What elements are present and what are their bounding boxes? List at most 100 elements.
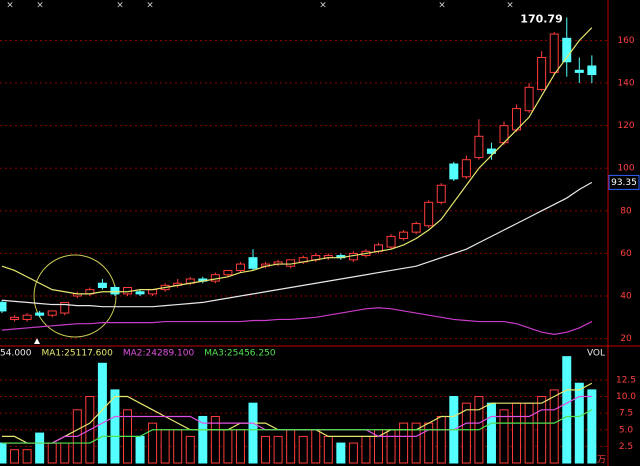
volume-bar [273, 435, 283, 464]
y-tick-label: 100 [617, 164, 634, 174]
marker-triangle [34, 338, 40, 344]
volume-bar [486, 402, 496, 464]
price-ma-line [1, 181, 593, 308]
volume-title: VOL [587, 349, 605, 359]
candle-body [110, 287, 120, 295]
candle-body [47, 310, 57, 316]
candle-body [574, 69, 584, 73]
candle-body [411, 223, 421, 233]
event-marker: × [116, 1, 124, 11]
candle-body [562, 37, 572, 63]
volume-bar [436, 415, 446, 464]
y-tick-label: 2.5 [619, 442, 633, 452]
volume-bar [223, 429, 233, 464]
candle-body [549, 33, 559, 73]
value-tag-text: 93.35 [611, 178, 637, 188]
volume-bar [537, 396, 547, 464]
candle-body [22, 314, 32, 320]
volume-bar [210, 415, 220, 464]
volume-bar [574, 382, 584, 464]
peak-label: 170.79 [520, 12, 562, 25]
candle-body [386, 235, 396, 248]
volume-bar [198, 415, 208, 464]
volume-bar [148, 422, 158, 464]
volume-bar [524, 402, 534, 464]
candle-body [97, 282, 107, 289]
candle-body [35, 312, 45, 316]
y-tick-label: 160 [617, 36, 634, 46]
volume-bar [336, 442, 346, 464]
volume-bar [22, 449, 32, 464]
value-tag [608, 174, 640, 190]
candle-body [449, 163, 459, 180]
candle-body [135, 291, 145, 295]
candle-body [436, 184, 446, 203]
volume-header: MA2:24289.100 [123, 349, 195, 359]
volume-bar [35, 432, 45, 464]
candle-body [248, 257, 258, 269]
volume-bar [185, 435, 195, 464]
volume-bar [173, 429, 183, 464]
candle-body [424, 201, 434, 227]
volume-ma-line [2, 409, 593, 444]
event-marker: × [36, 1, 44, 11]
volume-bar [286, 429, 296, 464]
candle-body [474, 135, 484, 159]
volume-bar [348, 442, 358, 464]
volume-bar [0, 442, 7, 464]
event-marker: × [146, 1, 154, 11]
event-marker: × [506, 1, 514, 11]
event-marker: × [319, 1, 327, 11]
y-tick-label: 120 [617, 121, 634, 131]
volume-bar [512, 402, 522, 464]
volume-header: 54.000 [0, 349, 32, 359]
volume-bar [461, 402, 471, 464]
volume-header: MA1:25117.600 [42, 349, 114, 359]
event-marker: × [438, 1, 446, 11]
volume-bar [499, 409, 509, 464]
volume-bar [562, 356, 572, 464]
volume-bar [110, 389, 120, 464]
event-marker: × [6, 1, 14, 11]
volume-bar [323, 435, 333, 464]
volume-bar [386, 429, 396, 464]
candle-body [60, 301, 70, 314]
volume-header: MA3:25456.250 [204, 349, 276, 359]
volume-bar [10, 449, 20, 464]
volume-unit: 万 [597, 456, 606, 466]
y-tick-label: 40 [620, 292, 632, 302]
volume-bar [97, 362, 107, 464]
candle-body [537, 57, 547, 90]
candle-body [235, 263, 245, 271]
volume-bar [399, 422, 409, 464]
volume-bar [298, 435, 308, 464]
candle-body [587, 65, 597, 76]
y-tick-label: 20 [620, 334, 632, 344]
price-ma-line [1, 27, 593, 295]
volume-bar [549, 389, 559, 464]
y-tick-label: 10.0 [616, 392, 636, 402]
volume-bar [235, 429, 245, 464]
y-tick-label: 7.5 [619, 409, 633, 419]
candle-body [0, 301, 7, 312]
volume-bar [424, 422, 434, 464]
volume-bar [60, 442, 70, 464]
y-tick-label: 12.5 [616, 375, 636, 385]
volume-bar [135, 435, 145, 464]
volume-bar [311, 429, 321, 464]
volume-bar [248, 402, 258, 464]
volume-bar [47, 442, 57, 464]
candle-body [461, 159, 471, 178]
y-tick-label: 5.0 [619, 425, 634, 435]
candle-body [10, 316, 20, 320]
price-ma-line [1, 307, 593, 335]
candle-body [399, 231, 409, 240]
y-tick-label: 80 [620, 206, 632, 216]
candle-body [524, 86, 534, 112]
y-tick-label: 60 [620, 249, 632, 259]
volume-bar [261, 435, 271, 464]
volume-bar [411, 422, 421, 464]
candle-body [223, 269, 233, 276]
candle-body [148, 289, 158, 295]
